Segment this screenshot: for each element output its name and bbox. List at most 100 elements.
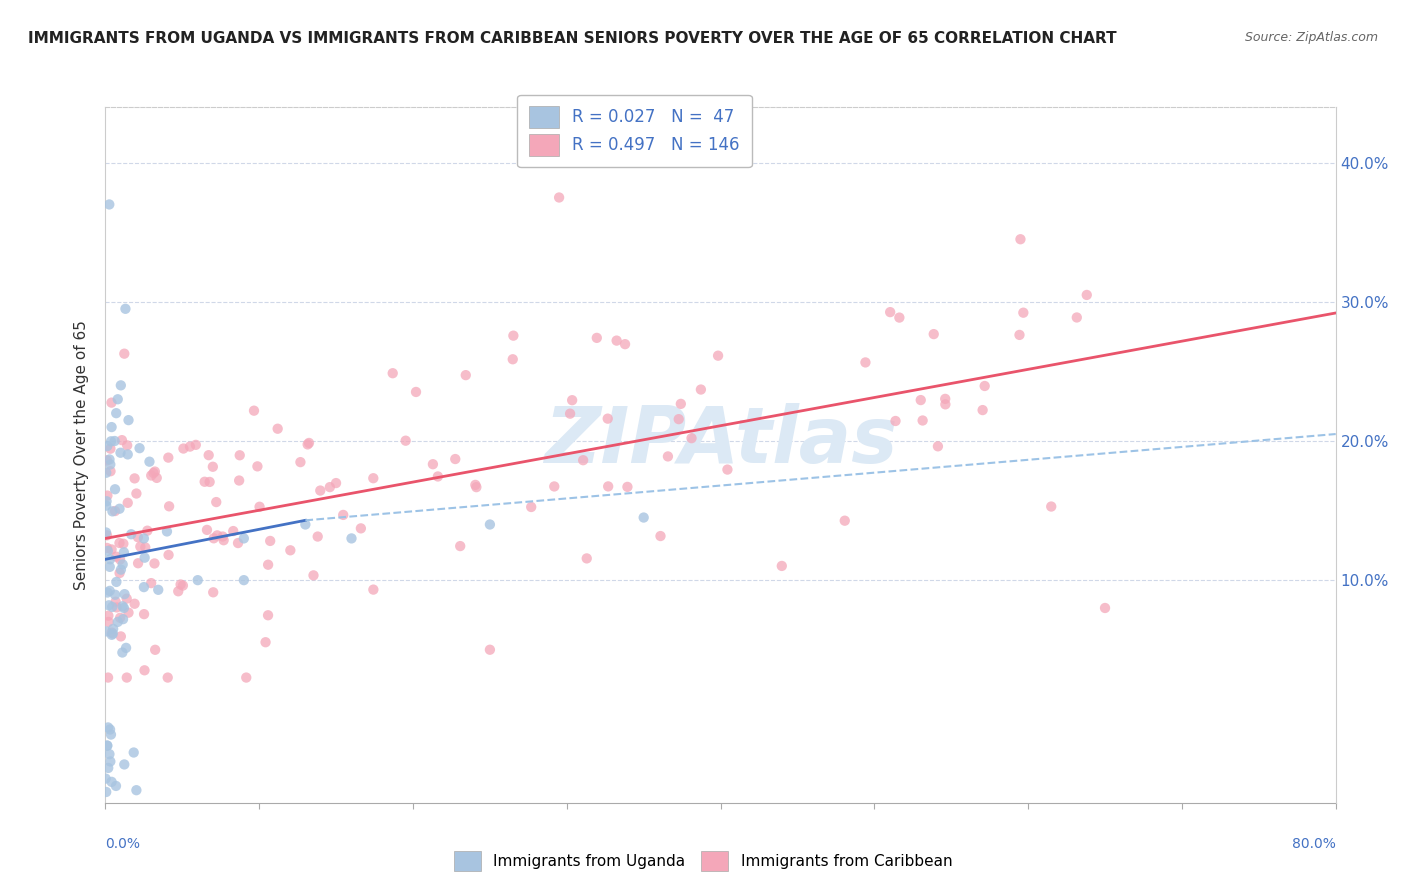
Point: [1076, 288, 1098, 302]
Point: [585, 331, 607, 345]
Point: [141, 468, 163, 483]
Point: [228, 474, 250, 488]
Point: [112, 537, 135, 551]
Point: [169, 577, 191, 591]
Point: [96, 494, 118, 508]
Legend: Immigrants from Uganda, Immigrants from Caribbean: Immigrants from Uganda, Immigrants from …: [447, 846, 959, 877]
Point: [143, 557, 166, 571]
Point: [259, 533, 281, 548]
Point: [212, 533, 235, 548]
Point: [94, 772, 117, 786]
Point: [325, 476, 347, 491]
Point: [125, 486, 148, 500]
Point: [125, 783, 148, 797]
Point: [132, 580, 155, 594]
Point: [100, 625, 122, 640]
Point: [112, 601, 135, 615]
Point: [115, 671, 138, 685]
Point: [96, 528, 118, 542]
Point: [614, 337, 637, 351]
Point: [1008, 327, 1031, 342]
Point: [101, 622, 124, 636]
Point: [96, 453, 118, 467]
Point: [616, 480, 638, 494]
Point: [187, 573, 209, 587]
Point: [127, 556, 149, 570]
Point: [100, 775, 122, 789]
Point: [108, 536, 131, 550]
Point: [332, 508, 354, 522]
Point: [114, 301, 136, 316]
Point: [254, 635, 277, 649]
Point: [97, 671, 120, 685]
Point: [108, 611, 131, 625]
Point: [117, 606, 139, 620]
Y-axis label: Seniors Poverty Over the Age of 65: Seniors Poverty Over the Age of 65: [75, 320, 90, 590]
Text: 0.0%: 0.0%: [105, 837, 141, 851]
Point: [100, 628, 122, 642]
Point: [104, 779, 127, 793]
Point: [668, 412, 690, 426]
Point: [104, 595, 127, 609]
Point: [96, 489, 118, 503]
Point: [134, 663, 156, 677]
Point: [561, 393, 583, 408]
Text: IMMIGRANTS FROM UGANDA VS IMMIGRANTS FROM CARIBBEAN SENIORS POVERTY OVER THE AGE: IMMIGRANTS FROM UGANDA VS IMMIGRANTS FRO…: [28, 31, 1116, 46]
Point: [290, 455, 312, 469]
Point: [134, 541, 156, 555]
Point: [302, 568, 325, 582]
Point: [132, 607, 155, 622]
Point: [138, 455, 160, 469]
Point: [681, 431, 703, 445]
Point: [105, 406, 128, 420]
Point: [104, 504, 127, 518]
Point: [145, 471, 167, 485]
Point: [172, 442, 194, 456]
Point: [478, 517, 501, 532]
Point: [156, 524, 179, 539]
Point: [464, 478, 486, 492]
Point: [124, 597, 146, 611]
Point: [100, 442, 122, 456]
Point: [205, 528, 228, 542]
Point: [97, 608, 120, 623]
Point: [98, 559, 121, 574]
Point: [98, 747, 121, 761]
Point: [226, 536, 249, 550]
Point: [307, 530, 329, 544]
Point: [112, 612, 135, 626]
Point: [689, 383, 711, 397]
Point: [97, 599, 120, 613]
Point: [101, 504, 124, 518]
Point: [381, 366, 404, 380]
Point: [98, 723, 121, 737]
Point: [598, 479, 620, 493]
Point: [405, 384, 427, 399]
Point: [111, 646, 134, 660]
Point: [1012, 306, 1035, 320]
Text: Source: ZipAtlas.com: Source: ZipAtlas.com: [1244, 31, 1378, 45]
Point: [350, 521, 373, 535]
Point: [202, 585, 225, 599]
Point: [889, 310, 911, 325]
Point: [257, 558, 280, 572]
Point: [596, 411, 619, 425]
Point: [104, 434, 127, 448]
Legend: R = 0.027   N =  47, R = 0.497   N = 146: R = 0.027 N = 47, R = 0.497 N = 146: [517, 95, 752, 168]
Point: [96, 439, 118, 453]
Point: [129, 540, 152, 554]
Point: [107, 392, 129, 407]
Point: [143, 465, 166, 479]
Point: [97, 615, 120, 629]
Point: [101, 599, 124, 614]
Point: [134, 550, 156, 565]
Point: [141, 576, 163, 591]
Point: [363, 582, 385, 597]
Point: [98, 583, 121, 598]
Text: ZIPAtlas: ZIPAtlas: [544, 403, 897, 479]
Point: [298, 436, 321, 450]
Point: [120, 527, 142, 541]
Point: [124, 471, 146, 485]
Point: [211, 529, 233, 543]
Point: [157, 548, 180, 562]
